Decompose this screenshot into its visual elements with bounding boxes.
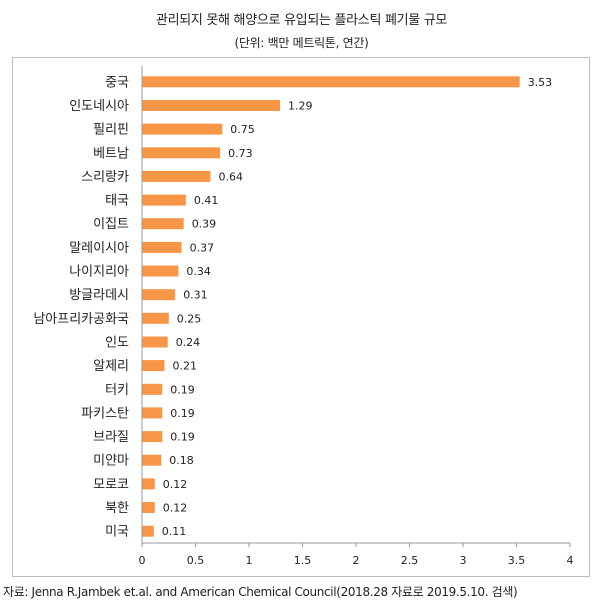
- data-label: 0.19: [170, 431, 195, 444]
- data-label: 0.75: [230, 123, 255, 136]
- category-label: 나이지리아: [69, 265, 129, 280]
- x-tick-label: 1: [246, 554, 253, 567]
- bar: [142, 218, 184, 230]
- category-label: 스리랑카: [81, 170, 129, 185]
- data-label: 0.25: [177, 312, 202, 325]
- chart-frame: [12, 57, 590, 577]
- bar: [142, 76, 520, 88]
- data-label: 0.39: [192, 218, 217, 231]
- bar: [142, 478, 155, 490]
- bar: [142, 525, 154, 537]
- category-label: 베트남: [93, 146, 129, 161]
- data-label: 0.64: [219, 170, 244, 183]
- bar: [142, 265, 179, 277]
- bar: [142, 241, 182, 253]
- bar: [142, 100, 280, 111]
- bar: [142, 407, 163, 419]
- data-label: 0.34: [186, 265, 211, 278]
- data-label: 3.53: [528, 76, 553, 89]
- x-tick-label: 1.5: [294, 554, 312, 567]
- data-label: 0.73: [228, 147, 253, 160]
- bar: [142, 360, 165, 372]
- category-label: 말레이시아: [69, 241, 129, 256]
- data-label: 0.12: [163, 502, 188, 515]
- category-label: 브라질: [93, 430, 129, 445]
- source-note: 자료: Jenna R.Jambek et.al. and American C…: [3, 585, 518, 599]
- bar: [142, 170, 211, 182]
- category-label: 알제리: [93, 359, 129, 374]
- bar: [142, 194, 186, 206]
- category-label: 이집트: [93, 217, 129, 232]
- data-label: 0.11: [162, 525, 187, 538]
- category-label: 모로코: [93, 477, 129, 492]
- bar: [142, 312, 169, 324]
- category-label: 터키: [105, 383, 129, 398]
- bar: [142, 289, 176, 301]
- data-label: 0.19: [170, 383, 195, 396]
- data-label: 0.24: [176, 336, 201, 349]
- category-label: 미얀마: [93, 454, 129, 469]
- chart-title: 관리되지 못해 해양으로 유입되는 플라스틱 폐기물 규모: [155, 13, 448, 28]
- category-label: 필리핀: [93, 123, 129, 138]
- category-label: 남아프리카공화국: [33, 312, 129, 327]
- category-label: 파키스탄: [81, 406, 129, 421]
- x-tick-label: 2.5: [401, 554, 419, 567]
- x-tick-label: 2: [353, 554, 360, 567]
- x-tick-label: 3.5: [508, 554, 526, 567]
- category-label: 인도네시아: [69, 99, 129, 114]
- data-label: 1.29: [288, 100, 313, 113]
- bar: [142, 336, 168, 348]
- x-tick-label: 0: [139, 554, 146, 567]
- category-label: 태국: [105, 194, 129, 209]
- x-tick-label: 4: [567, 554, 574, 567]
- x-tick-label: 0.5: [187, 554, 205, 567]
- data-label: 0.19: [170, 407, 195, 420]
- category-label: 북한: [105, 501, 129, 516]
- x-tick-label: 3: [460, 554, 467, 567]
- chart-subtitle: (단위: 백만 메트릭톤, 연간): [234, 36, 369, 50]
- data-label: 0.18: [169, 454, 194, 467]
- bar: [142, 502, 155, 513]
- bar: [142, 431, 163, 443]
- bar: [142, 147, 221, 159]
- data-label: 0.12: [163, 478, 188, 491]
- bar: [142, 383, 163, 395]
- category-label: 인도: [105, 336, 129, 351]
- category-label: 미국: [105, 525, 129, 540]
- data-label: 0.31: [183, 289, 208, 302]
- category-label: 중국: [105, 75, 129, 90]
- bar: [142, 123, 223, 135]
- data-label: 0.41: [194, 194, 219, 207]
- bar: [142, 454, 162, 466]
- data-label: 0.21: [173, 360, 198, 373]
- data-label: 0.37: [190, 241, 215, 254]
- category-label: 방글라데시: [69, 288, 129, 303]
